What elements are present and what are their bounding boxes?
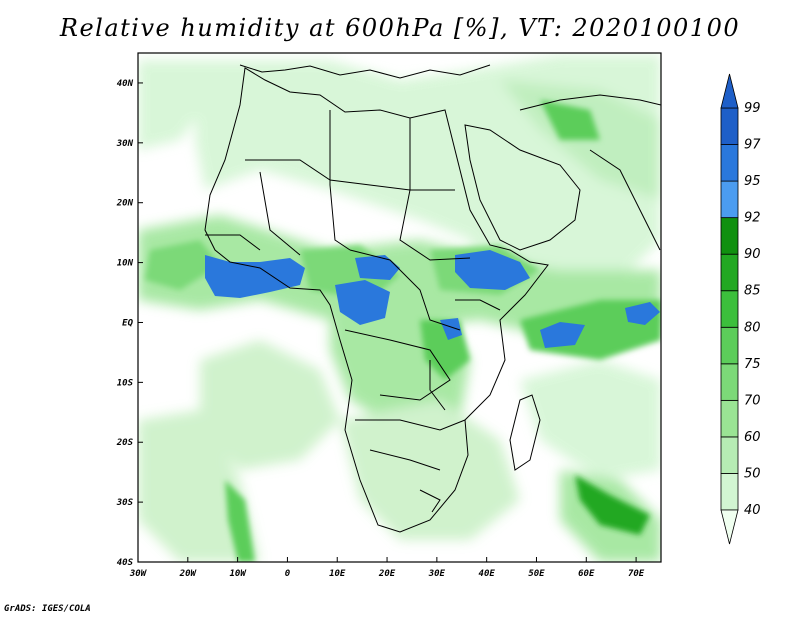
colorbar-label: 80 bbox=[744, 320, 761, 335]
x-tick-label: 70E bbox=[628, 569, 645, 579]
x-axis: 30W 20W 10W 0 10E 20E 30E 40E 50E 60E 70E bbox=[129, 557, 645, 579]
colorbar-label: 97 bbox=[744, 138, 761, 153]
coastlines bbox=[204, 64, 661, 533]
colorbar-max-arrow bbox=[720, 73, 739, 109]
colorbar-swatch bbox=[720, 253, 739, 292]
humidity-field bbox=[138, 55, 661, 562]
colorbar-swatch bbox=[720, 290, 739, 328]
y-tick-label: 20S bbox=[116, 438, 134, 448]
x-tick-label: 50E bbox=[528, 569, 545, 579]
colorbar-label: 90 bbox=[744, 247, 761, 262]
y-tick-label: 40N bbox=[117, 79, 134, 89]
x-tick-label: 0 bbox=[285, 569, 291, 579]
y-axis: 40N 30N 20N 10N EQ 10S 20S 30S 40S bbox=[116, 79, 143, 568]
x-tick-label: 10E bbox=[329, 569, 346, 579]
x-tick-label: 40E bbox=[479, 569, 496, 579]
colorbar-swatch bbox=[720, 107, 739, 145]
y-tick-label: 20N bbox=[116, 199, 134, 209]
y-tick-label: 10S bbox=[117, 378, 134, 388]
colorbar-swatch bbox=[720, 363, 739, 401]
x-tick-label: 20W bbox=[179, 569, 198, 579]
credit-text: GrADS: IGES/COLA bbox=[4, 604, 91, 614]
y-tick-label: 30N bbox=[116, 139, 134, 149]
x-tick-label: 10W bbox=[229, 569, 247, 579]
y-tick-label: 40S bbox=[117, 558, 134, 568]
colorbar-label: 50 bbox=[744, 466, 761, 481]
colorbar-swatch bbox=[720, 180, 739, 219]
colorbar-swatch bbox=[720, 436, 739, 474]
colorbar-label: 40 bbox=[744, 503, 761, 518]
x-tick-label: 20E bbox=[378, 569, 396, 579]
x-tick-label: 30E bbox=[428, 569, 446, 579]
colorbar-label: 60 bbox=[744, 430, 761, 445]
colorbar-label: 85 bbox=[744, 284, 761, 299]
colorbar-label: 70 bbox=[744, 393, 761, 408]
saturated-regions bbox=[205, 250, 660, 348]
x-tick-label: 30W bbox=[129, 569, 148, 579]
y-tick-label: 10N bbox=[117, 259, 134, 269]
colorbar: 40 50 60 70 75 80 85 90 92 95 97 99 bbox=[720, 73, 761, 545]
colorbar-label: 75 bbox=[744, 357, 761, 372]
plot-frame bbox=[137, 52, 662, 563]
colorbar-swatch bbox=[720, 473, 739, 511]
colorbar-swatch bbox=[720, 217, 739, 255]
y-tick-label: EQ bbox=[122, 318, 133, 328]
x-tick-label: 60E bbox=[578, 569, 595, 579]
y-tick-label: 30S bbox=[116, 498, 134, 508]
colorbar-swatch bbox=[720, 326, 739, 365]
colorbar-swatch bbox=[720, 144, 739, 182]
colorbar-label: 92 bbox=[744, 211, 761, 226]
colorbar-min-arrow bbox=[720, 509, 739, 545]
page-title: Relative humidity at 600hPa [%], VT: 202… bbox=[59, 14, 741, 42]
colorbar-label: 99 bbox=[744, 101, 761, 116]
colorbar-swatch bbox=[720, 399, 739, 438]
colorbar-label: 95 bbox=[744, 174, 761, 189]
